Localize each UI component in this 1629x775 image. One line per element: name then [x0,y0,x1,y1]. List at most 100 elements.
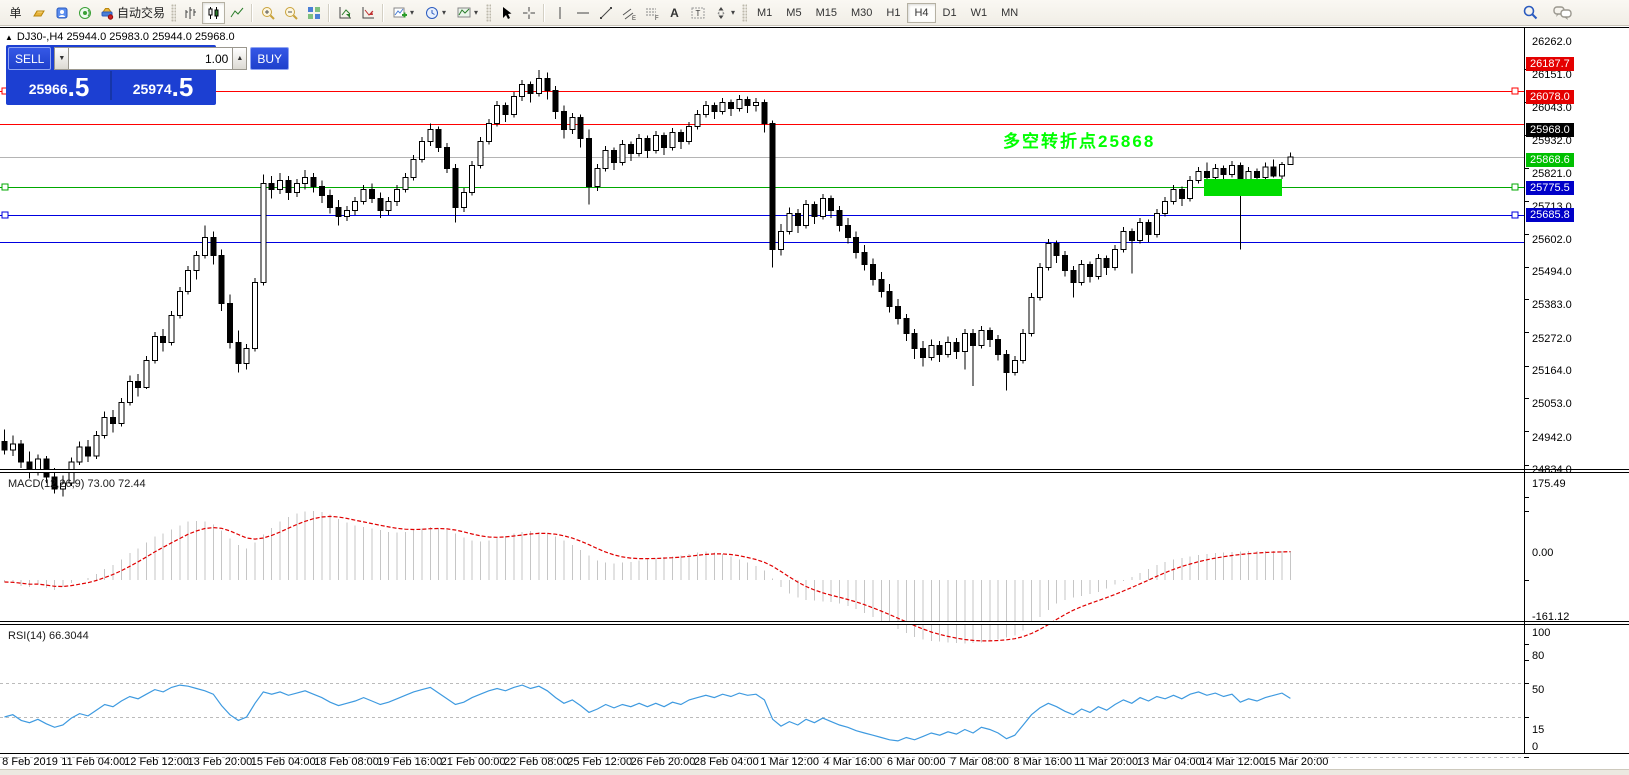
timeframe-W1[interactable]: W1 [964,3,995,23]
templates-button[interactable]: ▾ [451,2,483,24]
time-tick-label: 11 Mar 20:00 [1074,756,1139,768]
trendline-button[interactable] [594,2,617,24]
horizontal-line-button[interactable] [571,2,594,24]
toolbar-group-new: ▾ ▾ ▾ [387,1,483,25]
time-tick-label: 4 Mar 16:00 [823,756,883,768]
timeframe-M15[interactable]: M15 [809,3,844,23]
timeframe-H1[interactable]: H1 [879,3,907,23]
timeframe-M1[interactable]: M1 [750,3,779,23]
fibonacci-icon: F [644,5,660,21]
clock-icon [424,5,440,21]
time-tick-label: 13 Feb 20:00 [187,756,253,768]
toolbar-group-scroll [333,1,379,25]
search-button[interactable] [1519,2,1542,24]
cursor-button[interactable] [494,2,517,24]
volume-input[interactable] [69,47,233,70]
chart-shift-icon [360,5,376,21]
chat-icon [1553,5,1572,21]
autoscroll-button[interactable] [333,2,356,24]
price-marker-label: 25685.8 [1526,207,1574,222]
timeframe-MN[interactable]: MN [994,3,1025,23]
autotrading-icon [99,5,115,21]
chart-shift-button[interactable] [356,2,379,24]
time-tick-label: 6 Mar 00:00 [886,756,946,768]
zoom-in-button[interactable] [256,2,279,24]
macd-tick-label: -161.12 [1532,610,1570,623]
price-tick-label: 25602.0 [1532,233,1572,246]
line-chart-button[interactable] [225,2,248,24]
time-tick-label: 13 Mar 04:00 [1136,756,1202,768]
volume-up-button[interactable]: ▲ [232,47,248,70]
candlestick-chart-button[interactable] [202,1,226,24]
new-chart-button[interactable]: ▾ [387,2,419,24]
trendline-icon [598,5,614,21]
equidistant-channel-button[interactable]: E [617,2,640,24]
toolbar-group-objects: E F A T ▾ [548,1,739,25]
fibonacci-button[interactable]: F [640,2,663,24]
rsi-tick-label: 80 [1532,649,1545,662]
timeframe-M5[interactable]: M5 [779,3,808,23]
text-button[interactable]: A [663,2,686,24]
svg-text:F: F [655,16,659,21]
signals-button[interactable] [73,2,96,24]
macd-tick-label: 175.49 [1532,477,1566,490]
timeframe-D1[interactable]: D1 [936,3,964,23]
time-tick-label: 12 Feb 12:00 [124,756,190,768]
bar-chart-button[interactable] [179,2,202,24]
new-order-button[interactable]: 单 [4,2,27,24]
timeframes-dropdown-button[interactable]: ▾ [419,2,451,24]
time-tick-label: 15 Mar 20:00 [1263,756,1329,768]
price-axis-border [1524,28,1525,754]
volume-down-button[interactable]: ▼ [54,47,70,70]
expert-advisors-button[interactable] [27,2,50,24]
candlestick-chart-icon [206,5,222,21]
volume-spinner: ▼ ▲ [54,47,248,70]
price-tick-label: 26043.0 [1532,101,1572,114]
time-tick-label: 15 Feb 04:00 [250,756,316,768]
market-watch-button[interactable] [50,2,73,24]
price-axis[interactable]: 26262.0 26151.0 26043.0 25932.0 25821.0 25713… [1524,28,1629,754]
timeframe-H4[interactable]: H4 [907,2,936,23]
toolbar-separator [328,3,331,22]
chart-window-border [0,27,1629,28]
bar-chart-icon [183,5,199,21]
symbol-ohlc-text: DJ30-,H4 25944.0 25983.0 25944.0 25968.0 [16,31,235,43]
time-tick-label: 14 Mar 12:00 [1200,756,1266,768]
time-tick-label: 25 Feb 12:00 [567,756,633,768]
crosshair-button[interactable] [517,2,540,24]
macd-label: MACD(12,26,9) 73.00 72.44 [8,478,146,490]
price-tick-label: 24834.0 [1532,464,1572,476]
collapse-arrow-icon[interactable]: ▲ [5,33,13,42]
autotrading-button[interactable]: 自动交易 [96,2,168,24]
toolbar-separator [251,3,254,22]
channel-icon: E [621,5,637,21]
time-tick-label: 8 Mar 16:00 [1013,756,1073,768]
zoom-out-button[interactable] [279,2,302,24]
autoscroll-icon [337,5,353,21]
tile-windows-icon [306,5,322,21]
buy-button[interactable]: BUY [250,47,290,70]
sell-button[interactable]: SELL [8,47,52,70]
text-label-button[interactable]: T [686,2,709,24]
price-tick-label: 25272.0 [1532,332,1572,345]
arrows-button[interactable]: ▾ [709,2,739,24]
signal-icon [77,5,93,21]
price-divider [110,71,112,100]
toolbar-gripper [486,3,492,22]
tile-windows-button[interactable] [302,2,325,24]
splitter-macd-rsi[interactable] [0,621,1629,625]
chat-button[interactable] [1550,2,1575,24]
zoom-in-icon [260,5,276,21]
one-click-panel: SELL ▼ ▲ BUY 25966.5 25974.5 [6,45,290,105]
line-chart-icon [229,5,245,21]
time-axis[interactable]: 8 Feb 2019 11 Feb 04:00 12 Feb 12:00 13 Feb… [0,754,1629,770]
timeframe-M30[interactable]: M30 [844,3,879,23]
crosshair-icon [521,5,537,21]
price-tick-label: 25932.0 [1532,134,1572,147]
chart-canvas[interactable] [0,27,1629,775]
horizontal-line-icon [575,5,591,21]
toolbar-group-chart-type [179,1,248,25]
vertical-line-button[interactable] [548,2,571,24]
macd-tick-label: 0.00 [1532,547,1554,559]
splitter-main-macd[interactable] [0,469,1629,473]
